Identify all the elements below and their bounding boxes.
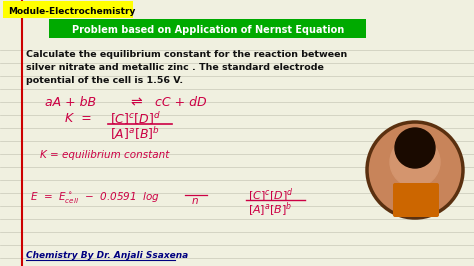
Text: Module-Electrochemistry: Module-Electrochemistry <box>8 6 136 15</box>
Text: Chemistry By Dr. Anjali Ssaxena: Chemistry By Dr. Anjali Ssaxena <box>26 251 188 260</box>
Text: n: n <box>191 196 198 206</box>
Circle shape <box>390 137 440 187</box>
Text: Problem based on Application of Nernst Equation: Problem based on Application of Nernst E… <box>72 25 344 35</box>
Text: Calculate the equilibrium constant for the reaction between: Calculate the equilibrium constant for t… <box>26 50 347 59</box>
Text: ⇌: ⇌ <box>130 95 142 109</box>
Circle shape <box>368 123 462 217</box>
Text: cC + dD: cC + dD <box>155 96 207 109</box>
Text: potential of the cell is 1.56 V.: potential of the cell is 1.56 V. <box>26 76 183 85</box>
Text: $[C]^c[D]^d$: $[C]^c[D]^d$ <box>110 110 161 127</box>
FancyBboxPatch shape <box>393 183 439 217</box>
Circle shape <box>395 128 435 168</box>
Text: K = equilibrium constant: K = equilibrium constant <box>40 150 169 160</box>
Text: E  =  $E^\circ_{cell}$  $-$  0.0591  log: E = $E^\circ_{cell}$ $-$ 0.0591 log <box>30 190 160 205</box>
Text: $[A]^a[B]^b$: $[A]^a[B]^b$ <box>110 125 160 142</box>
Text: $[C]^c[D]^d$: $[C]^c[D]^d$ <box>248 187 293 205</box>
Text: silver nitrate and metallic zinc . The standard electrode: silver nitrate and metallic zinc . The s… <box>26 63 324 72</box>
FancyBboxPatch shape <box>3 1 133 18</box>
Text: aA + bB: aA + bB <box>45 96 96 109</box>
Text: $[A]^a[B]^b$: $[A]^a[B]^b$ <box>248 201 292 219</box>
FancyBboxPatch shape <box>49 19 366 38</box>
Text: K  =: K = <box>65 112 92 125</box>
